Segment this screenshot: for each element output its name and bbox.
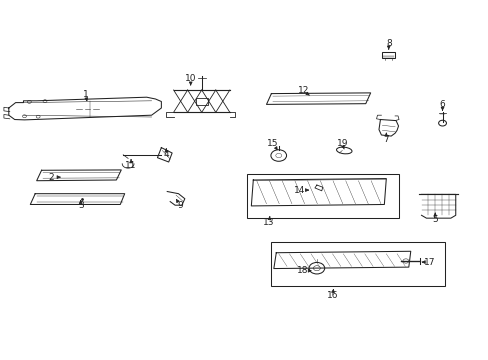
Text: 6: 6 — [439, 100, 445, 109]
Text: 17: 17 — [423, 258, 434, 266]
Text: 18: 18 — [297, 266, 308, 275]
Text: 7: 7 — [383, 135, 388, 144]
Bar — [246, 174, 398, 218]
Text: 3: 3 — [78, 202, 83, 210]
Text: 5: 5 — [431, 215, 437, 224]
Text: 15: 15 — [266, 139, 278, 148]
Text: 1: 1 — [82, 90, 88, 99]
Text: 8: 8 — [385, 39, 391, 48]
Bar — [271, 242, 444, 286]
Text: 19: 19 — [336, 139, 347, 148]
Text: 2: 2 — [48, 173, 54, 181]
Text: 13: 13 — [263, 218, 274, 227]
Text: 14: 14 — [293, 186, 305, 194]
Text: 11: 11 — [125, 161, 137, 170]
Text: 16: 16 — [326, 292, 338, 300]
Bar — [382, 52, 394, 58]
Text: 10: 10 — [184, 74, 196, 83]
Text: 12: 12 — [297, 86, 308, 95]
Text: 9: 9 — [177, 201, 183, 210]
Bar — [195, 98, 207, 105]
Text: 4: 4 — [163, 150, 169, 159]
